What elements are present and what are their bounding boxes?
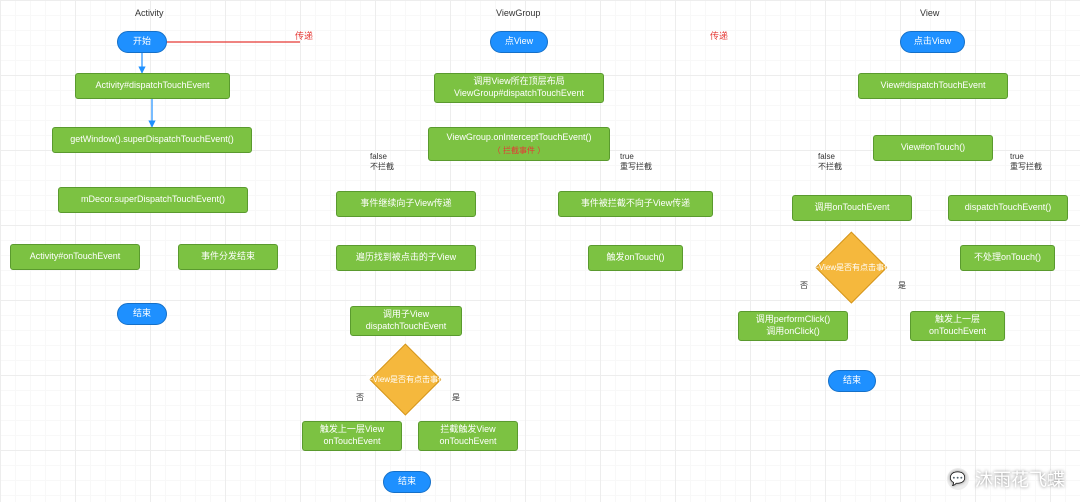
edge-label: false不拦截	[818, 152, 842, 172]
rect-node: 事件分发结束	[178, 244, 278, 270]
edge-label: 否	[800, 280, 808, 291]
pill-node: 点击View	[900, 31, 965, 53]
pill-node: 开始	[117, 31, 167, 53]
rect-node: ViewGroup.onInterceptTouchEvent()（ 拦截事件 …	[428, 127, 610, 161]
rect-node: 调用View所在顶层布局ViewGroup#dispatchTouchEvent	[434, 73, 604, 103]
pill-node: 点View	[490, 31, 548, 53]
column-header: Activity	[135, 8, 164, 18]
rect-node: 不处理onTouch()	[960, 245, 1055, 271]
rect-node: 事件继续向子View传递	[336, 191, 476, 217]
rect-node: 调用子ViewdispatchTouchEvent	[350, 306, 462, 336]
rect-node: View#dispatchTouchEvent	[858, 73, 1008, 99]
rect-node: 事件被拦截不向子View传递	[558, 191, 713, 217]
rect-node: View#onTouch()	[873, 135, 993, 161]
rect-node: dispatchTouchEvent()	[948, 195, 1068, 221]
rect-node: Activity#onTouchEvent	[10, 244, 140, 270]
edge-label: false不拦截	[370, 152, 394, 172]
watermark-text: 沐雨花飞蝶	[975, 466, 1065, 492]
rect-node: 调用performClick()调用onClick()	[738, 311, 848, 341]
rect-node: 调用onTouchEvent	[792, 195, 912, 221]
edge-label: true重写拦截	[620, 152, 652, 172]
rect-node: 遍历找到被点击的子View	[336, 245, 476, 271]
flowchart-nodes: 开始 Activity#dispatchTouchEvent getWindow()…	[0, 0, 1080, 502]
rect-node: Activity#dispatchTouchEvent	[75, 73, 230, 99]
edge-label: 是	[898, 280, 906, 291]
column-header: ViewGroup	[496, 8, 540, 18]
pill-node: 结束	[383, 471, 431, 493]
column-header: View	[920, 8, 939, 18]
rect-node: mDecor.superDispatchTouchEvent()	[58, 187, 248, 213]
rect-node: 触发上一层onTouchEvent	[910, 311, 1005, 341]
rect-node: 触发onTouch()	[588, 245, 683, 271]
pill-node: 结束	[828, 370, 876, 392]
edge-label: 是	[452, 392, 460, 403]
edge-label: 传递	[295, 29, 313, 42]
wechat-icon: 💬	[947, 468, 969, 490]
diamond-node: 子View是否有点击事件	[370, 344, 442, 416]
edge-label: 否	[356, 392, 364, 403]
pill-node: 结束	[117, 303, 167, 325]
rect-node: 拦截触发ViewonTouchEvent	[418, 421, 518, 451]
edge-label: 传递	[710, 29, 728, 42]
rect-node: 触发上一层ViewonTouchEvent	[302, 421, 402, 451]
edge-label: true重写拦截	[1010, 152, 1042, 172]
rect-node: getWindow().superDispatchTouchEvent()	[52, 127, 252, 153]
diamond-node: 子View是否有点击事件	[816, 232, 888, 304]
watermark: 💬 沐雨花飞蝶	[947, 466, 1065, 492]
